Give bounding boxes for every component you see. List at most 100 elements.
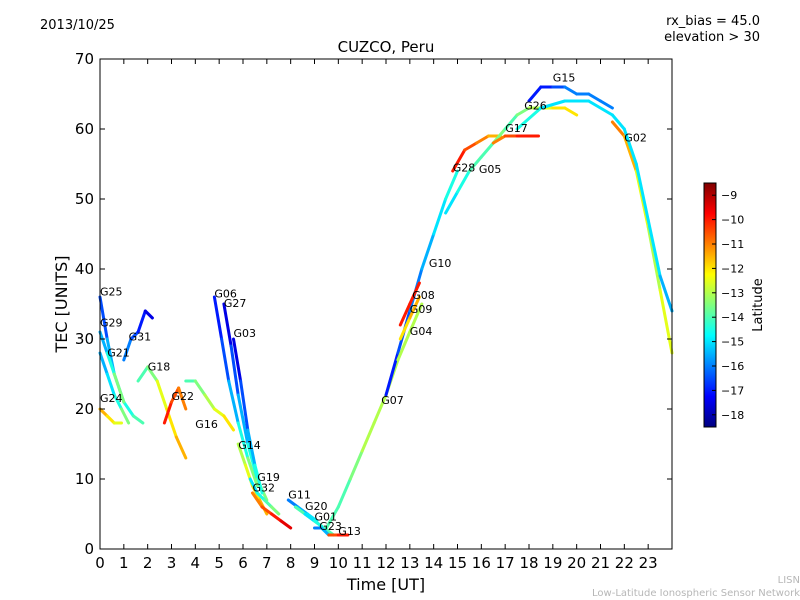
series-g06 bbox=[212, 295, 259, 488]
x-tick-label: 14 bbox=[424, 554, 443, 572]
y-tick-label: 60 bbox=[75, 120, 94, 138]
series-g02 bbox=[610, 120, 674, 355]
colorbar-tick-label: −10 bbox=[721, 214, 744, 227]
x-axis-label: Time [UT] bbox=[346, 575, 425, 594]
series-segment bbox=[232, 337, 243, 383]
series-segment bbox=[610, 113, 626, 131]
series-segment bbox=[229, 344, 240, 397]
x-tick-label: 10 bbox=[329, 554, 348, 572]
satellite-label-g22: G22 bbox=[172, 390, 195, 403]
series-segment bbox=[658, 274, 674, 313]
series-g10 bbox=[384, 169, 459, 397]
series-segment bbox=[253, 463, 264, 495]
satellite-label-g29: G29 bbox=[100, 316, 123, 329]
y-tick-label: 50 bbox=[75, 190, 94, 208]
x-tick-label: 17 bbox=[496, 554, 515, 572]
series-segment bbox=[136, 365, 150, 383]
series-segment bbox=[324, 505, 340, 530]
plot-frame bbox=[99, 58, 673, 550]
series-segment bbox=[239, 379, 250, 432]
elevation-label: elevation > 30 bbox=[664, 30, 760, 45]
colorbar-ticks: −9 −10 −11 −12 −13 −14 −15 −16 −17 −18 bbox=[712, 189, 744, 422]
satellite-label-g28: G28 bbox=[453, 162, 476, 175]
series-segment bbox=[120, 407, 131, 425]
series-segment bbox=[279, 519, 293, 530]
series-segment bbox=[384, 351, 400, 397]
series-segment bbox=[587, 99, 614, 117]
series-segment bbox=[105, 372, 116, 397]
series-segment bbox=[129, 330, 140, 341]
series-segment bbox=[193, 379, 207, 397]
date-label: 2013/10/25 bbox=[40, 18, 115, 33]
satellite-label-g02: G02 bbox=[624, 132, 647, 145]
satellite-label-g26: G26 bbox=[524, 99, 547, 112]
series-segment bbox=[203, 393, 216, 411]
colorbar-tick-label: −9 bbox=[721, 189, 737, 202]
series-segment bbox=[246, 428, 257, 467]
rx-bias-info: rx_bias = 45.0 elevation > 30 bbox=[664, 14, 760, 46]
colorbar-tick-label: −11 bbox=[721, 238, 744, 251]
series-segment bbox=[563, 106, 579, 117]
series-segment bbox=[162, 400, 173, 425]
series-segment bbox=[270, 512, 283, 523]
satellite-label-g11: G11 bbox=[288, 489, 311, 502]
series-segment bbox=[212, 407, 226, 418]
satellite-label-g17: G17 bbox=[505, 122, 528, 135]
series-g31 bbox=[122, 309, 154, 362]
satellite-label-g01: G01 bbox=[315, 510, 338, 523]
series-segment bbox=[475, 134, 490, 145]
series-segment bbox=[599, 99, 614, 110]
series-segment bbox=[251, 491, 264, 509]
satellite-label-g21: G21 bbox=[107, 347, 130, 360]
colorbar-tick-label: −15 bbox=[721, 336, 744, 349]
series-segment bbox=[479, 141, 495, 159]
x-tick-label: 18 bbox=[519, 554, 538, 572]
series-segment bbox=[222, 302, 233, 348]
series-segment bbox=[432, 197, 448, 236]
series-segment bbox=[456, 169, 471, 194]
satellite-label-g25: G25 bbox=[100, 286, 123, 299]
series-segment bbox=[112, 393, 123, 411]
colorbar-tick-label: −14 bbox=[721, 311, 744, 324]
x-tick-label: 7 bbox=[262, 554, 272, 572]
series-segment bbox=[177, 386, 188, 411]
x-tick-label: 16 bbox=[472, 554, 491, 572]
series-g15 bbox=[527, 85, 614, 110]
colorbar-tick-label: −13 bbox=[721, 287, 744, 300]
series-segment bbox=[212, 295, 224, 341]
series-g29 bbox=[98, 330, 126, 404]
series-segment bbox=[98, 330, 109, 355]
series-segment bbox=[348, 449, 364, 481]
series-segment bbox=[527, 85, 543, 103]
series-segment bbox=[563, 85, 579, 96]
satellite-label-g19: G19 bbox=[257, 471, 280, 484]
y-tick-label: 20 bbox=[75, 400, 94, 418]
series-segment bbox=[539, 99, 567, 110]
series-g07 bbox=[324, 358, 400, 530]
series-segment bbox=[260, 505, 274, 516]
satellite-label-g31: G31 bbox=[129, 330, 152, 343]
series-g03 bbox=[232, 337, 264, 495]
series-segment bbox=[136, 309, 147, 334]
series-segment bbox=[98, 351, 109, 376]
colorbar-tick-label: −17 bbox=[721, 384, 744, 397]
footer-network: Low-Latitude Ionospheric Sensor Network bbox=[592, 588, 800, 599]
series-segment bbox=[170, 386, 181, 404]
series-g32 bbox=[251, 491, 293, 530]
chart-title: CUZCO, Peru bbox=[338, 38, 435, 56]
x-tick-label: 9 bbox=[310, 554, 320, 572]
x-tick-label: 19 bbox=[543, 554, 562, 572]
series-segment bbox=[222, 414, 235, 432]
rx-bias-label: rx_bias = 45.0 bbox=[666, 14, 760, 29]
series-segment bbox=[174, 435, 188, 460]
series-segment bbox=[236, 442, 247, 467]
series-segment bbox=[646, 225, 662, 292]
series-g23 bbox=[313, 526, 331, 537]
series-segment bbox=[336, 477, 352, 509]
series-segment bbox=[303, 512, 316, 523]
satellite-label-g24: G24 bbox=[100, 392, 123, 405]
series-segment bbox=[227, 379, 240, 425]
x-tick-label: 3 bbox=[167, 554, 177, 572]
series-segment bbox=[105, 414, 116, 425]
